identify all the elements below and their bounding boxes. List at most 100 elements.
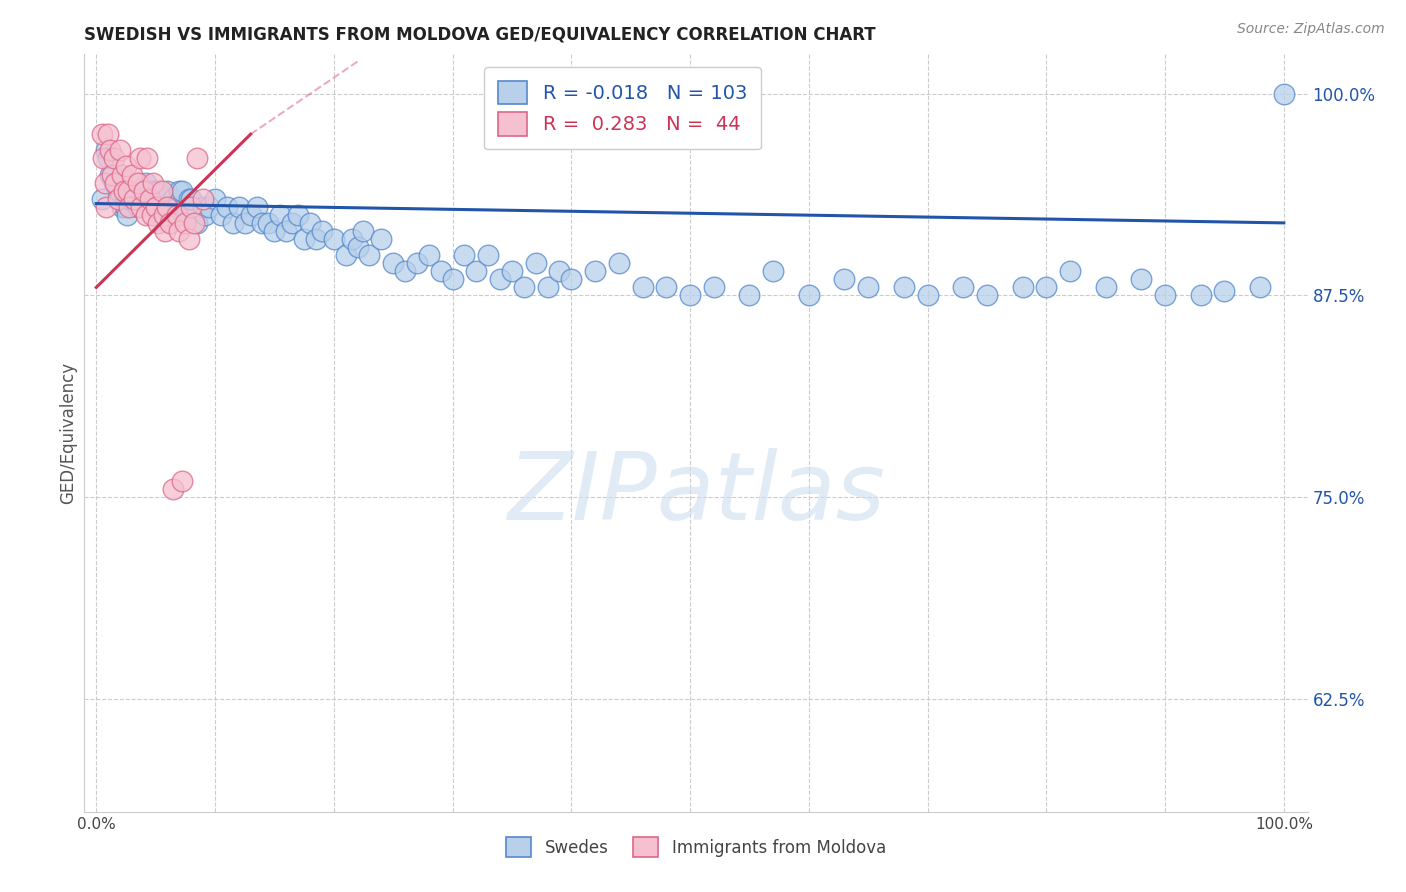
Point [169,184,191,198]
Point [186,152,208,166]
Point [156,184,179,198]
Point [153,192,176,206]
Point [103,152,125,166]
Point [465,264,488,278]
Point [607,256,630,270]
Point [132,184,155,198]
Point [281,216,304,230]
Point [501,264,523,278]
Point [352,224,374,238]
Point [536,280,558,294]
Text: Source: ZipAtlas.com: Source: ZipAtlas.com [1237,22,1385,37]
Point [91,127,114,141]
Point [477,248,499,262]
Point [335,248,357,262]
Point [917,288,939,302]
Point [135,208,157,222]
Point [346,240,368,254]
Point [104,176,127,190]
Point [513,280,536,294]
Point [655,280,678,294]
Point [141,208,163,222]
Point [394,264,416,278]
Point [834,272,856,286]
Point [370,232,392,246]
Point [162,192,184,206]
Point [145,200,167,214]
Point [93,152,115,166]
Point [257,216,280,230]
Point [153,208,176,222]
Point [136,152,159,166]
Point [121,168,143,182]
Point [703,280,725,294]
Point [118,200,141,214]
Point [418,248,440,262]
Point [91,192,114,206]
Point [298,216,321,230]
Point [194,208,217,222]
Point [738,288,761,302]
Point [453,248,475,262]
Point [156,200,179,214]
Point [191,200,214,214]
Text: ZIPatlas: ZIPatlas [508,448,884,539]
Point [159,216,181,230]
Point [131,200,153,214]
Point [111,200,134,214]
Point [429,264,451,278]
Point [115,160,138,174]
Point [340,232,363,246]
Point [166,208,188,222]
Point [142,176,165,190]
Point [292,232,315,246]
Point [114,200,136,214]
Point [108,144,131,158]
Point [1272,87,1295,101]
Point [245,200,267,214]
Point [1035,280,1057,294]
Point [524,256,547,270]
Point [122,184,145,198]
Point [135,176,157,190]
Point [305,232,328,246]
Point [177,192,200,206]
Point [263,224,285,238]
Point [153,224,176,238]
Point [115,208,138,222]
Text: SWEDISH VS IMMIGRANTS FROM MOLDOVA GED/EQUIVALENCY CORRELATION CHART: SWEDISH VS IMMIGRANTS FROM MOLDOVA GED/E… [84,26,876,44]
Point [93,176,115,190]
Point [976,288,998,302]
Point [118,192,141,206]
Point [177,232,200,246]
Point [166,200,188,214]
Point [131,192,153,206]
Point [145,192,167,206]
Point [359,248,381,262]
Point [103,176,125,190]
Point [169,224,191,238]
Point [856,280,879,294]
Point [382,256,405,270]
Point [548,264,571,278]
Point [239,208,262,222]
Point [893,280,915,294]
Point [132,192,155,206]
Point [107,184,129,198]
Point [142,184,165,198]
Point [108,192,131,206]
Point [94,144,117,158]
Point [269,208,291,222]
Point [150,184,173,198]
Point [233,216,256,230]
Point [121,192,143,206]
Point [122,192,145,206]
Point [162,482,184,496]
Point [489,272,512,286]
Point [1154,288,1177,302]
Point [679,288,702,302]
Point [276,224,298,238]
Point [159,208,181,222]
Point [180,200,202,214]
Point [100,168,122,182]
